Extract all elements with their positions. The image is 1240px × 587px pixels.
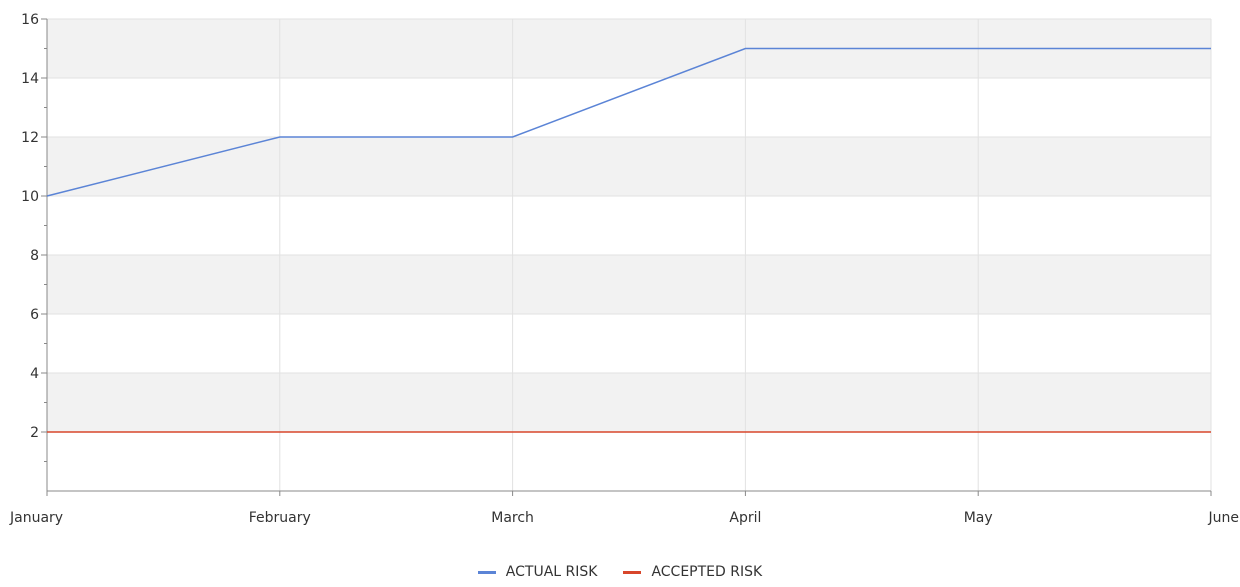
series-line-actual-risk[interactable]: [46, 47, 1211, 197]
x-tick-label: April: [729, 510, 761, 526]
legend-item-actual-risk[interactable]: ACTUAL RISK: [477, 564, 598, 580]
legend-label-accepted-risk: ACCEPTED RISK: [651, 564, 763, 580]
y-tick-label: 14: [21, 71, 39, 87]
y-tick-label: 2: [30, 425, 39, 441]
y-tick-label: 12: [21, 130, 39, 146]
background-band: [47, 255, 1211, 314]
background-band: [47, 137, 1211, 196]
chart-tick-labels: 2 4 6 8 10 12 14 16 January February March April May…: [9, 12, 1239, 526]
chart-background-bands: [47, 19, 1211, 432]
y-tick-label: 4: [30, 366, 39, 382]
legend-item-accepted-risk[interactable]: ACCEPTED RISK: [623, 564, 762, 580]
x-tick-label: January: [9, 510, 63, 526]
x-tick-label: March: [491, 510, 534, 526]
x-tick-label: June: [1208, 510, 1240, 526]
x-tick-label: February: [249, 510, 311, 526]
chart-series: [46, 47, 1211, 433]
y-tick-label: 8: [30, 248, 39, 264]
legend-label-actual-risk: ACTUAL RISK: [505, 564, 598, 580]
y-tick-label: 10: [21, 189, 39, 205]
chart-axes: [41, 18, 1212, 496]
y-tick-label: 16: [21, 12, 39, 28]
legend-swatch-actual-risk: [477, 570, 496, 574]
x-tick-label: May: [964, 510, 993, 526]
background-band: [47, 373, 1211, 432]
chart-gridlines: [47, 18, 1212, 491]
y-tick-label: 6: [30, 307, 39, 323]
legend-swatch-accepted-risk: [623, 570, 642, 574]
chart-legend: ACTUAL RISK ACCEPTED RISK: [0, 562, 1240, 582]
